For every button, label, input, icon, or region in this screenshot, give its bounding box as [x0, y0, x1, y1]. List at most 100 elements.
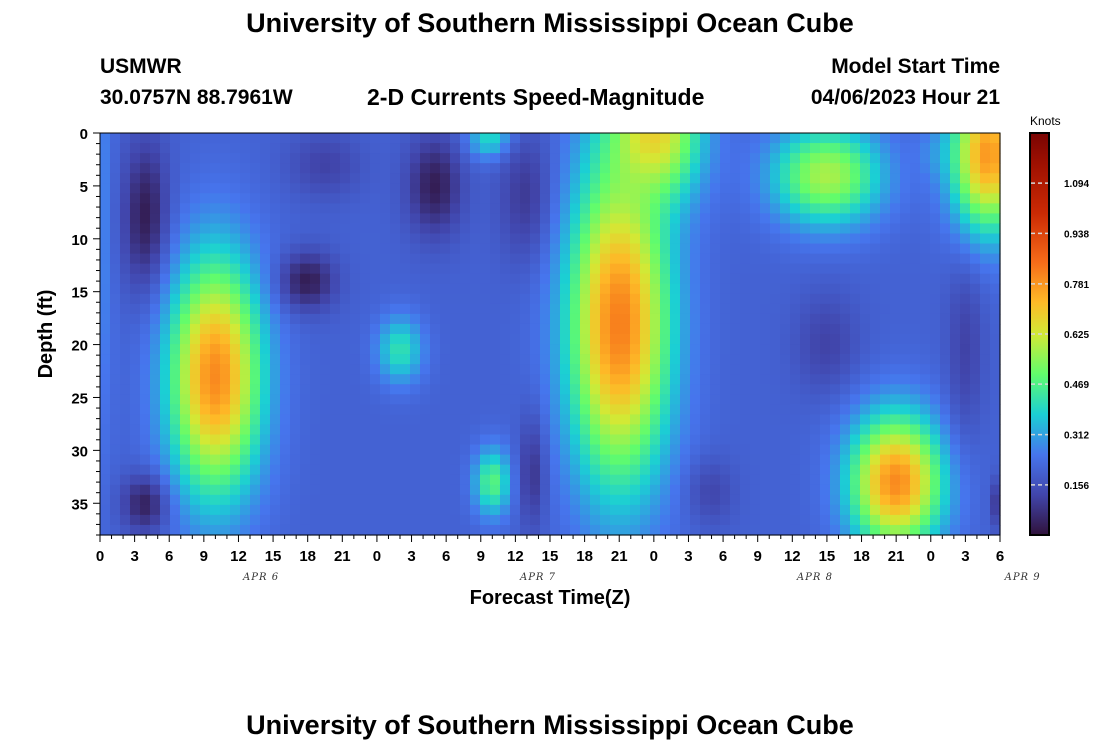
heatmap-cell: [390, 364, 401, 375]
heatmap-cell: [380, 444, 391, 456]
heatmap-cell: [820, 183, 831, 194]
heatmap-cell: [690, 404, 701, 415]
heatmap-cell: [370, 474, 381, 486]
heatmap-cell: [740, 474, 751, 486]
heatmap-cell: [600, 303, 611, 315]
heatmap-cell: [760, 243, 771, 255]
heatmap-cell: [120, 374, 131, 385]
heatmap-cell: [690, 524, 701, 536]
heatmap-cell: [550, 293, 561, 305]
heatmap-cell: [210, 334, 221, 345]
heatmap-cell: [360, 434, 371, 446]
heatmap-cell: [470, 354, 481, 365]
heatmap-cell: [100, 524, 111, 536]
heatmap-cell: [760, 424, 771, 436]
heatmap-cell: [840, 213, 851, 225]
heatmap-cell: [220, 444, 231, 456]
heatmap-cell: [110, 464, 121, 476]
heatmap-cell: [250, 273, 261, 285]
heatmap-cell: [420, 494, 431, 506]
heatmap-cell: [230, 283, 241, 295]
heatmap-cell: [590, 303, 601, 315]
heatmap-cell: [510, 354, 521, 365]
heatmap-cell: [120, 454, 131, 466]
heatmap-cell: [600, 143, 611, 154]
heatmap-cell: [380, 424, 391, 436]
heatmap-cell: [810, 504, 821, 516]
heatmap-cell: [610, 233, 621, 245]
heatmap-cell: [860, 213, 871, 225]
heatmap-cell: [570, 434, 581, 446]
heatmap-cell: [260, 374, 271, 385]
x-tick-label: 21: [611, 548, 628, 565]
heatmap-cell: [360, 334, 371, 345]
heatmap-cell: [180, 364, 191, 375]
heatmap-cell: [680, 293, 691, 305]
heatmap-cell: [830, 303, 841, 315]
heatmap-cell: [770, 293, 781, 305]
heatmap-cell: [490, 143, 501, 154]
heatmap-cell: [600, 344, 611, 355]
heatmap-cell: [960, 233, 971, 245]
heatmap-cell: [680, 323, 691, 335]
heatmap-cell: [290, 514, 301, 526]
heatmap-cell: [270, 364, 281, 375]
heatmap-cell: [600, 153, 611, 164]
heatmap-cell: [410, 203, 421, 214]
heatmap-cell: [180, 444, 191, 456]
heatmap-cell: [570, 153, 581, 164]
heatmap-cell: [220, 334, 231, 345]
heatmap-cell: [580, 213, 591, 225]
heatmap-cell: [250, 424, 261, 436]
heatmap-cell: [290, 474, 301, 486]
heatmap-cell: [190, 494, 201, 506]
heatmap-cell: [930, 384, 941, 395]
heatmap-cell: [550, 454, 561, 466]
chart-subtitle: 2-D Currents Speed-Magnitude: [367, 84, 705, 110]
heatmap-cell: [360, 474, 371, 486]
heatmap-cell: [600, 374, 611, 385]
heatmap-cell: [850, 364, 861, 375]
heatmap-cell: [790, 253, 801, 265]
heatmap-cell: [330, 334, 341, 345]
heatmap-cell: [820, 143, 831, 154]
heatmap-cell: [290, 404, 301, 415]
heatmap-cell: [200, 434, 211, 446]
heatmap-cell: [310, 484, 321, 496]
heatmap-cell: [660, 153, 671, 164]
heatmap-cell: [540, 434, 551, 446]
heatmap-cell: [390, 263, 401, 275]
heatmap-cell: [440, 404, 451, 415]
heatmap-cell: [460, 384, 471, 395]
heatmap-cell: [450, 313, 461, 325]
heatmap-cell: [580, 444, 591, 456]
heatmap-cell: [760, 334, 771, 345]
heatmap-cell: [980, 404, 991, 415]
heatmap-cell: [840, 273, 851, 285]
heatmap-cell: [450, 524, 461, 536]
heatmap-cell: [850, 253, 861, 265]
heatmap-cell: [100, 454, 111, 466]
heatmap-cell: [680, 173, 691, 184]
heatmap-cell: [880, 494, 891, 506]
heatmap-cell: [810, 303, 821, 315]
heatmap-cell: [780, 334, 791, 345]
heatmap-cell: [570, 213, 581, 225]
heatmap-cell: [600, 233, 611, 245]
heatmap-cell: [170, 514, 181, 526]
heatmap-cell: [970, 173, 981, 184]
heatmap-cell: [510, 464, 521, 476]
heatmap-cell: [180, 313, 191, 325]
heatmap-cell: [530, 514, 541, 526]
heatmap-cell: [800, 384, 811, 395]
heatmap-cell: [650, 354, 661, 365]
heatmap-cell: [160, 474, 171, 486]
heatmap-cell: [690, 474, 701, 486]
heatmap-cell: [390, 454, 401, 466]
heatmap-cell: [670, 323, 681, 335]
heatmap-cell: [500, 424, 511, 436]
heatmap-cell: [170, 464, 181, 476]
heatmap-cell: [340, 193, 351, 204]
heatmap-cell: [910, 514, 921, 526]
heatmap-cell: [130, 193, 141, 204]
